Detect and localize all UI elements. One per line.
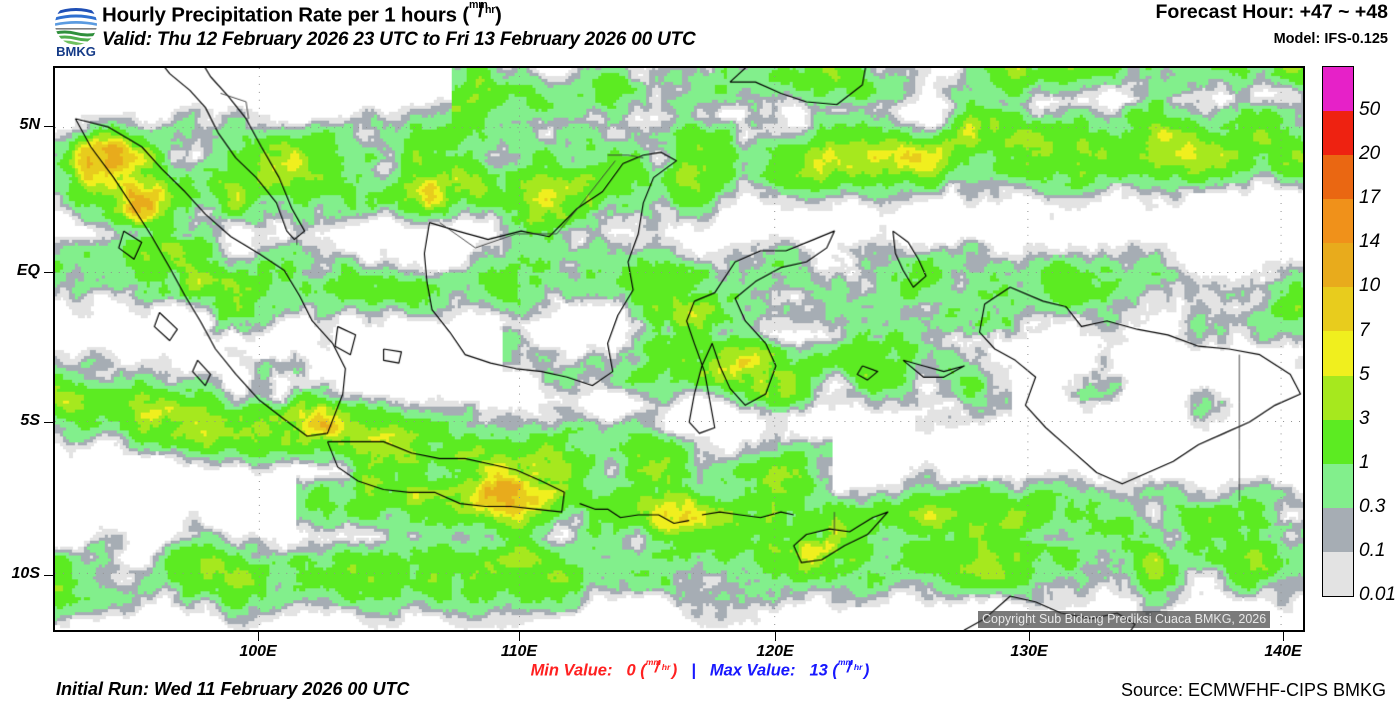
valid-time-label: Valid: Thu 12 February 2026 23 UTC to Fr… bbox=[102, 29, 696, 50]
title-unit-slash: / bbox=[477, 0, 484, 23]
precipitation-map-canvas[interactable] bbox=[55, 68, 1303, 630]
model-label: Model: IFS-0.125 bbox=[1273, 31, 1388, 47]
colorbar-band-50 bbox=[1323, 67, 1353, 112]
lon-tick-130e bbox=[1029, 632, 1030, 641]
colorbar-label-14: 14 bbox=[1359, 231, 1381, 253]
colorbar-label-0-01: 0.01 bbox=[1359, 584, 1396, 605]
bmkg-logo: BMKG bbox=[45, 2, 107, 59]
colorbar-label-0-1: 0.1 bbox=[1359, 539, 1386, 561]
colorbar-label-5: 5 bbox=[1359, 363, 1370, 385]
colorbar-band-14 bbox=[1323, 199, 1353, 244]
colorbar-band-0-1 bbox=[1323, 507, 1353, 552]
colorbar-band-1 bbox=[1323, 419, 1353, 464]
source-label: Source: ECMWFHF-CIPS BMKG bbox=[1120, 680, 1386, 700]
colorbar-band-10 bbox=[1323, 243, 1353, 288]
svg-text:BMKG: BMKG bbox=[56, 44, 96, 58]
colorbar-label-20: 20 bbox=[1359, 143, 1381, 165]
title-unit-numerator: mm bbox=[468, 0, 488, 11]
min-unit-den: hr bbox=[661, 661, 671, 672]
colorbar-band-17 bbox=[1323, 155, 1353, 200]
lon-tick-120e bbox=[775, 632, 776, 641]
lon-label-120e: 120E bbox=[756, 643, 794, 660]
min-value: 0 bbox=[626, 661, 636, 680]
lat-tick-10s bbox=[44, 575, 53, 576]
min-unit-num: mm bbox=[645, 657, 662, 668]
initial-run-label: Initial Run: Wed 11 February 2026 00 UTC bbox=[56, 679, 410, 699]
min-value-label: Min Value: bbox=[530, 661, 613, 680]
colorbar-label-17: 17 bbox=[1359, 187, 1381, 209]
lat-label-10s: 10S bbox=[11, 565, 40, 582]
lat-label-5s: 5S bbox=[20, 412, 40, 429]
colorbar-label-10: 10 bbox=[1359, 275, 1381, 297]
lon-label-130e: 130E bbox=[1010, 643, 1048, 660]
title-unit-fraction: mm / hr bbox=[468, 0, 496, 23]
forecast-hour-label: Forecast Hour: +47 ~ +48 bbox=[1155, 1, 1389, 23]
max-unit-slash: / bbox=[846, 657, 852, 676]
colorbar-band-20 bbox=[1323, 111, 1353, 156]
page-title-text: Hourly Precipitation Rate per 1 hours ( bbox=[102, 3, 469, 27]
lat-tick-eq bbox=[44, 272, 53, 273]
colorbar-label-3: 3 bbox=[1359, 407, 1370, 429]
max-value: 13 bbox=[809, 661, 828, 680]
page-title-suffix: ) bbox=[494, 3, 502, 27]
colorbar-band-5 bbox=[1323, 331, 1353, 376]
colorbar-band-0-3 bbox=[1323, 463, 1353, 508]
min-max-value-line: Min Value: 0 (mm / hr) | Max Value: 13 (mm / hr) bbox=[530, 657, 870, 680]
lon-label-100e: 100E bbox=[239, 643, 277, 660]
lon-tick-140e bbox=[1283, 632, 1284, 641]
colorbar-label-50: 50 bbox=[1359, 99, 1381, 121]
lon-label-140e: 140E bbox=[1264, 643, 1302, 660]
lon-label-110e: 110E bbox=[500, 643, 538, 660]
max-unit-fraction: mm / hr bbox=[837, 657, 864, 676]
min-unit-fraction: mm / hr bbox=[645, 657, 672, 676]
colorbar-band-7 bbox=[1323, 287, 1353, 332]
min-unit-slash: / bbox=[654, 657, 660, 676]
minmax-separator: | bbox=[691, 661, 696, 680]
lat-label-5n: 5N bbox=[19, 116, 40, 133]
lat-tick-5n bbox=[44, 126, 53, 127]
lon-tick-110e bbox=[519, 632, 520, 641]
max-unit-den: hr bbox=[853, 661, 863, 672]
max-value-label: Max Value: bbox=[709, 661, 796, 680]
precipitation-colorbar bbox=[1322, 66, 1354, 597]
title-unit-denominator: hr bbox=[484, 4, 496, 17]
colorbar-band-0-01 bbox=[1323, 551, 1353, 596]
colorbar-label-7: 7 bbox=[1359, 319, 1370, 341]
lat-tick-5s bbox=[44, 422, 53, 423]
copyright-watermark: Copyright Sub Bidang Prediksi Cuaca BMKG… bbox=[978, 611, 1271, 628]
page-title: Hourly Precipitation Rate per 1 hours (m… bbox=[102, 0, 502, 28]
map-frame[interactable] bbox=[53, 66, 1305, 632]
colorbar-label-0-3: 0.3 bbox=[1359, 495, 1386, 517]
lon-tick-100e bbox=[258, 632, 259, 641]
lat-label-eq: EQ bbox=[16, 262, 40, 279]
max-unit-num: mm bbox=[837, 657, 854, 668]
colorbar-band-3 bbox=[1323, 375, 1353, 420]
colorbar-label-1: 1 bbox=[1359, 451, 1370, 473]
